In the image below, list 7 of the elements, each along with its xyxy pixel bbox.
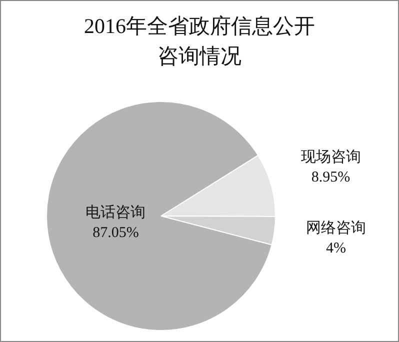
data-label: 87.05% [92, 224, 139, 241]
slice-label: 现场咨询 [300, 148, 361, 166]
chart-title: 2016年全省政府信息公开咨询情况 [83, 13, 316, 70]
slice-label: 网络咨询 [306, 220, 366, 237]
data-label: 4% [326, 240, 346, 257]
slice-label: 电话咨询 [86, 204, 146, 221]
data-label: 8.95% [311, 170, 350, 186]
